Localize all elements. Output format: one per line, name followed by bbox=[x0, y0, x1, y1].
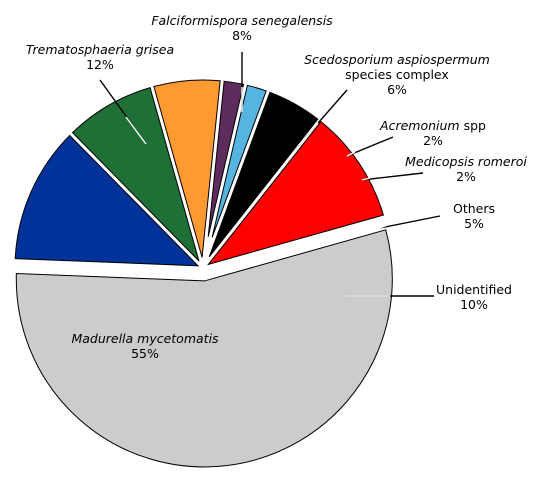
leader-line-inner-others bbox=[379, 223, 391, 229]
slice-label-others: Others bbox=[453, 201, 495, 216]
leader-line-inner-acremonium-spp bbox=[346, 151, 356, 157]
pie-slice-unidentified bbox=[207, 120, 385, 266]
slice-label-madurella: Madurella mycetomatis bbox=[71, 331, 219, 346]
leader-line-inner-trematosphaeria bbox=[125, 116, 147, 145]
slice-value-scedosporium: 6% bbox=[387, 82, 407, 97]
slice-label-scedosporium: Scedosporium aspiospermum bbox=[304, 52, 490, 67]
slice-label-medicopsis-romeroi: Medicopsis romeroi bbox=[405, 154, 527, 169]
leader-line-others bbox=[379, 215, 441, 229]
pie-slice-scedosporium bbox=[153, 79, 221, 258]
pie-slice-madurella bbox=[15, 229, 393, 468]
slice-value-others: 5% bbox=[464, 216, 484, 231]
slice-label-trematosphaeria: Trematosphaeria grisea bbox=[26, 42, 174, 57]
slice-value-madurella: 55% bbox=[131, 346, 159, 361]
slice-value-unidentified: 10% bbox=[460, 297, 488, 312]
slice-value-falciformispora: 8% bbox=[232, 28, 252, 43]
pie-slice-acremonium-spp bbox=[207, 80, 245, 237]
pie-slice-others bbox=[208, 91, 319, 258]
pie-slice-trematosphaeria bbox=[14, 134, 200, 267]
slice-label-unidentified: Unidentified bbox=[436, 282, 512, 297]
leader-line-inner-medicopsis-romeroi bbox=[361, 177, 371, 181]
slice-label-scedosporium-line2: species complex bbox=[345, 67, 449, 82]
slice-value-acremonium-spp: 2% bbox=[423, 133, 443, 148]
pie-slice-falciformispora bbox=[71, 86, 200, 262]
slice-value-medicopsis-romeroi: 2% bbox=[456, 169, 476, 184]
slice-label-falciformispora: Falciformispora senegalensis bbox=[151, 13, 333, 28]
pie-slice-medicopsis-romeroi bbox=[211, 84, 267, 238]
leader-line-medicopsis-romeroi bbox=[361, 172, 424, 181]
slice-label-acremonium-spp: Acremonium spp bbox=[379, 118, 486, 133]
leader-line-inner-scedosporium bbox=[297, 122, 319, 147]
slice-value-trematosphaeria: 12% bbox=[86, 57, 114, 72]
